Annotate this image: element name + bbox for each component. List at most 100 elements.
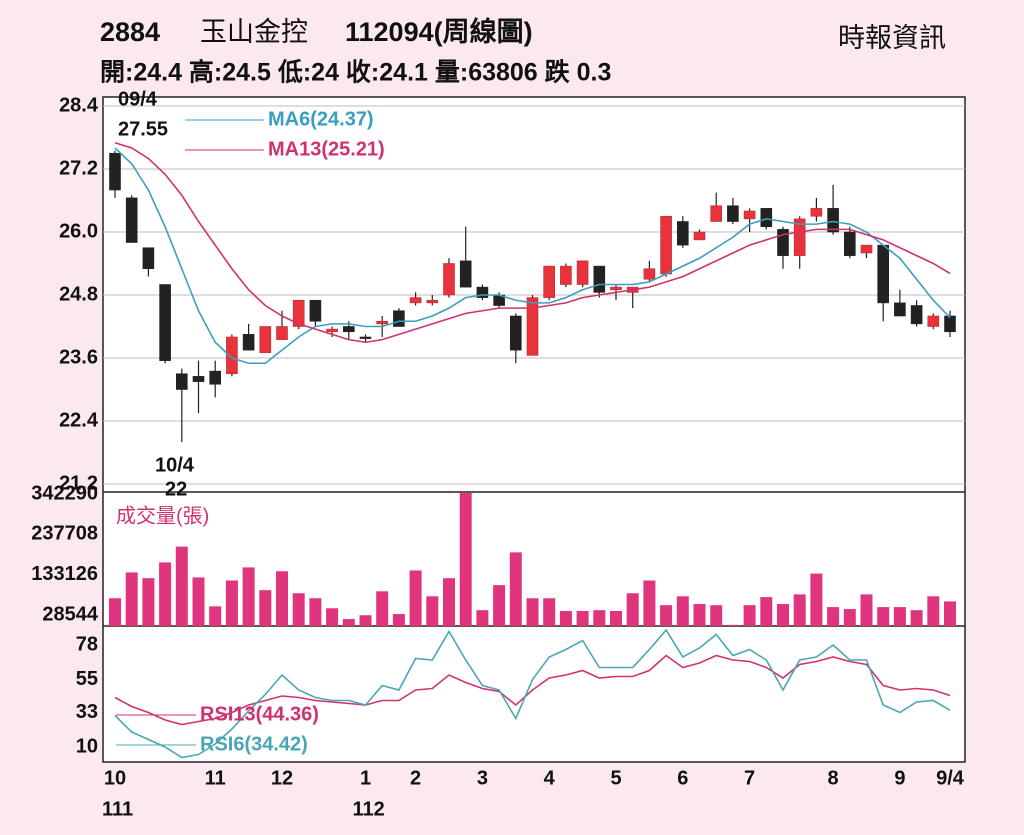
volume-bar (326, 608, 339, 626)
volume-bar (259, 590, 272, 626)
volume-bar (392, 614, 405, 626)
volume-bar (192, 577, 205, 626)
candle-body (693, 231, 706, 241)
volume-bar (526, 598, 539, 626)
legend-label: MA13(25.21) (268, 138, 385, 160)
volume-bar (376, 591, 389, 626)
candle-body (743, 210, 756, 220)
volume-bar (676, 596, 689, 626)
candle-body (810, 208, 823, 217)
volume-bar (626, 593, 639, 626)
candle-body (827, 208, 839, 233)
candle-body (560, 265, 572, 285)
low-date: 10/4 (155, 454, 195, 476)
volume-bar (777, 604, 789, 626)
candle-body (727, 205, 739, 222)
volume-bar (159, 562, 172, 626)
volume-bar (910, 610, 923, 626)
series-line (114, 628, 951, 759)
y-tick-label: 28.4 (59, 94, 99, 116)
candle-body (376, 320, 389, 325)
volume-bar (225, 580, 238, 626)
volume-bar (760, 597, 773, 626)
candle-body (543, 265, 556, 298)
plot-frame (102, 96, 966, 763)
volume-bar (209, 606, 222, 626)
y-tick-label: 237708 (31, 523, 98, 545)
candle-body (342, 326, 355, 333)
legend-label: RSI6(34.42) (200, 733, 308, 755)
volume-bar (242, 567, 255, 626)
volume-bar (593, 610, 606, 626)
candle-body (526, 297, 539, 356)
candle-body (910, 305, 923, 325)
candle-body (459, 260, 472, 288)
candle-body (927, 315, 940, 327)
x-tick-label: 10 (104, 767, 126, 789)
x-tick-label: 11 (205, 767, 226, 789)
volume-bar (660, 605, 673, 626)
y-tick-label: 133126 (31, 563, 98, 585)
volume-bar (359, 615, 372, 626)
volume-bar (426, 596, 439, 626)
volume-bar (142, 578, 155, 626)
volume-bar (860, 594, 873, 626)
volume-bar (175, 546, 188, 626)
candle-body (576, 260, 589, 285)
volume-bar (693, 604, 706, 626)
volume-bar (610, 610, 622, 626)
x-tick-label: 4 (544, 767, 556, 789)
volume-bar (409, 570, 422, 626)
source: 時報資訊 (838, 23, 946, 53)
candle-body (660, 215, 672, 275)
candle-body (259, 326, 272, 354)
candle-body (476, 286, 489, 298)
y-tick-label: 26.0 (59, 220, 98, 242)
volume-bar (493, 585, 506, 626)
candle-body (326, 328, 338, 333)
volume-bar (443, 578, 455, 626)
candle-body (359, 336, 372, 339)
volume-bar (893, 607, 906, 626)
y-tick-label: 27.2 (59, 157, 98, 179)
y-tick-label: 342290 (31, 482, 98, 504)
x-tick-label: 8 (828, 767, 839, 789)
candle-body (276, 326, 288, 340)
y-tick-label: 10 (76, 735, 98, 757)
candle-body (877, 244, 890, 304)
volume-bar (109, 598, 121, 626)
volume-bar (643, 580, 656, 626)
x-tick-label: 2 (410, 767, 421, 789)
volume-bar (342, 619, 355, 626)
volume-bar (827, 607, 840, 626)
candle-body (426, 299, 439, 304)
series-line (114, 654, 951, 726)
volume-bar (877, 607, 890, 626)
x-tick-label: 5 (610, 767, 621, 789)
volume-bar (125, 572, 138, 626)
legend-label: RSI13(44.36) (200, 703, 319, 725)
volume-bar (559, 610, 572, 626)
candle-body (793, 218, 806, 256)
candle-body (443, 263, 455, 296)
volume-bar (276, 571, 288, 626)
volume-bar (509, 552, 522, 626)
y-tick-label: 23.6 (59, 346, 98, 368)
volume-bar (843, 609, 856, 626)
x-tick-label: 9/4 (936, 767, 965, 789)
candle-body (292, 299, 305, 327)
volume-bar (459, 493, 472, 626)
x-tick-label: 1 (360, 767, 371, 789)
x-tick-label: 3 (477, 767, 488, 789)
candle-body (176, 373, 188, 390)
candle-body (610, 286, 622, 291)
volume-bar (292, 593, 305, 626)
candle-body (760, 208, 773, 228)
candle-body (192, 376, 205, 382)
x-year-label: 111 (102, 798, 133, 820)
candle-body (710, 205, 723, 222)
candle-body (860, 244, 873, 254)
y-tick-label: 55 (76, 668, 98, 690)
